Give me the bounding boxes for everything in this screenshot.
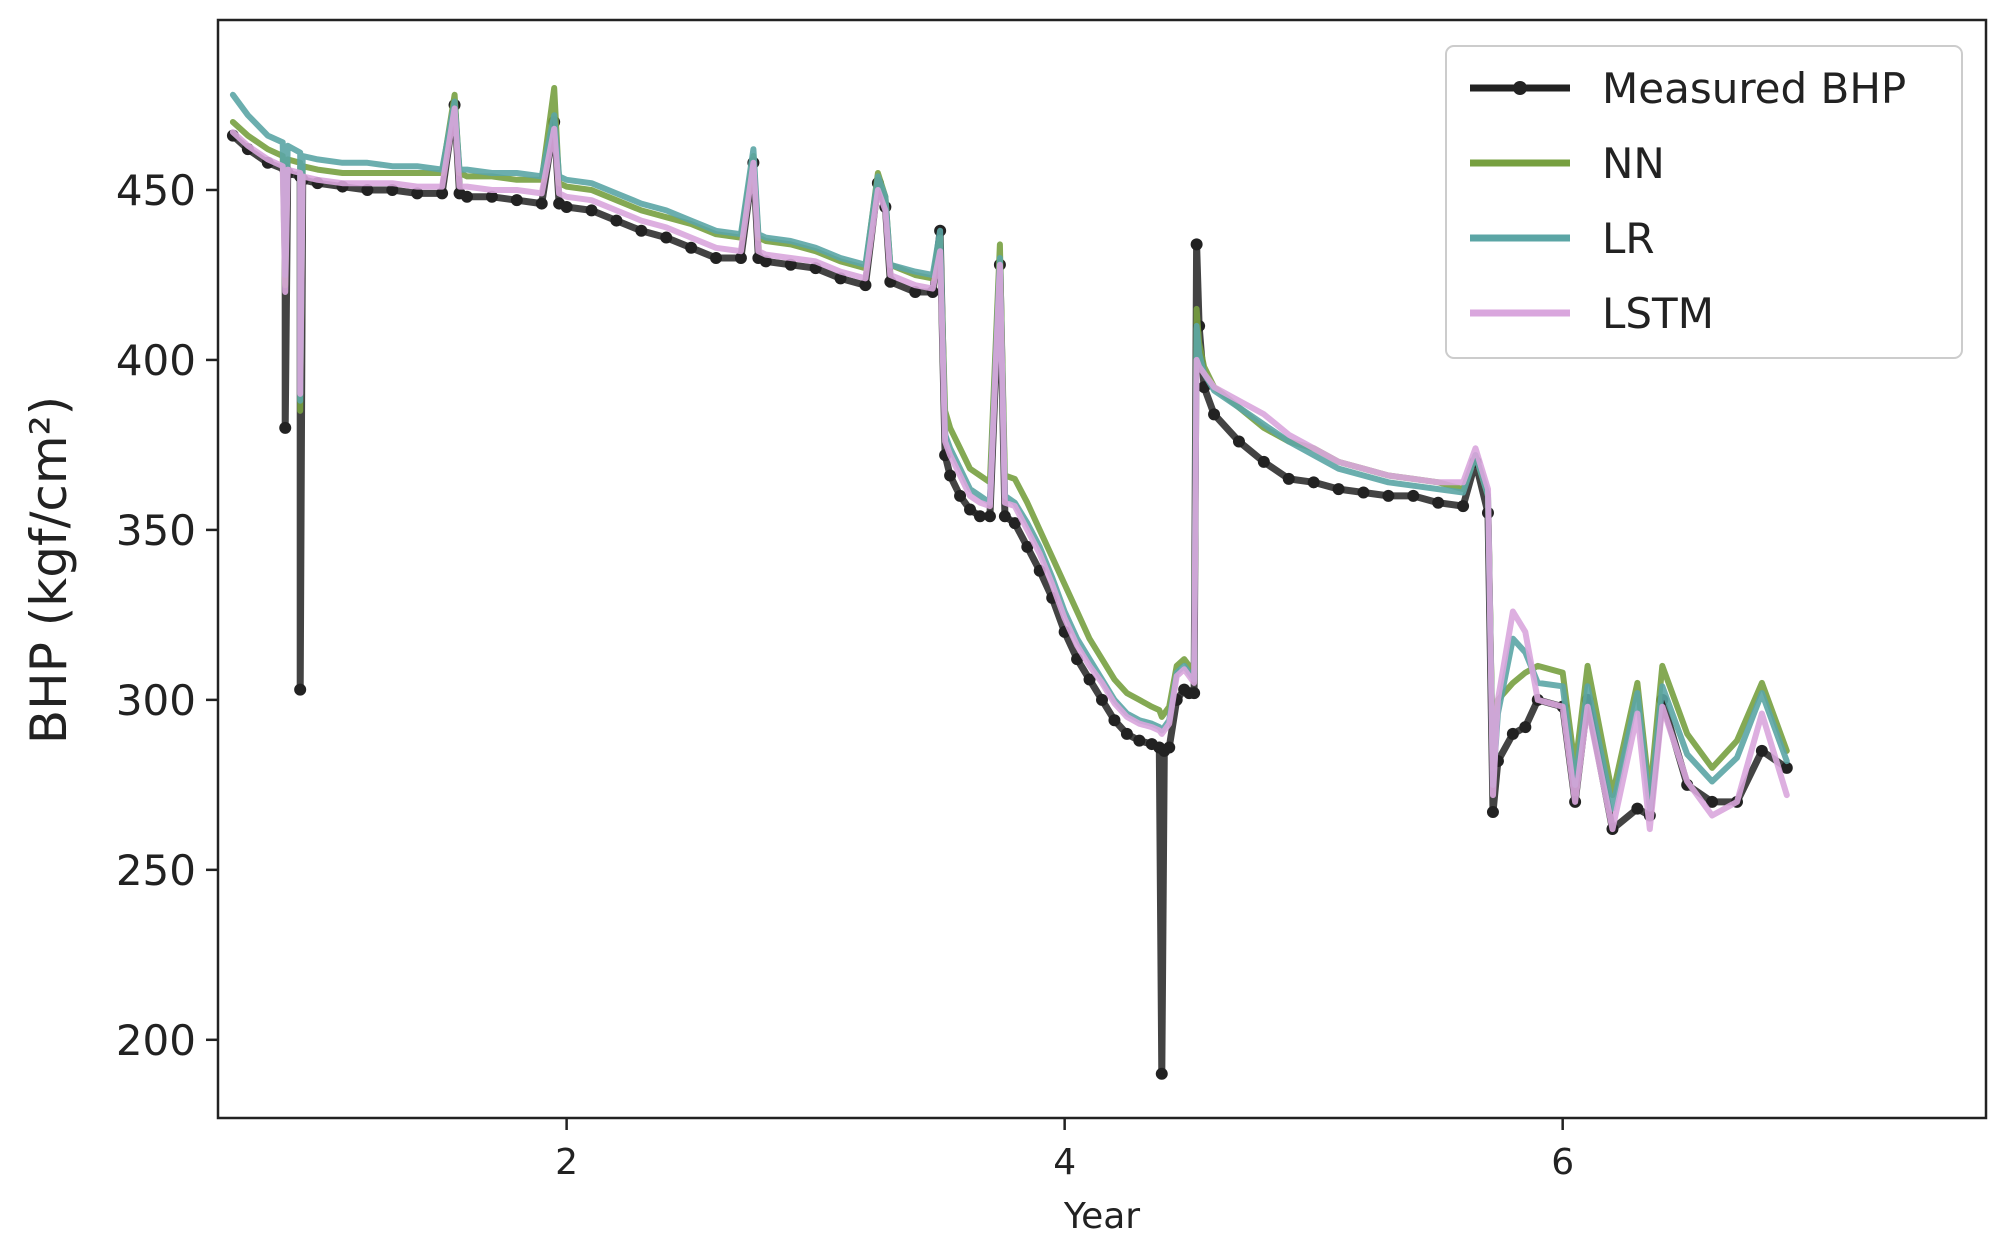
point-measured-bhp-65	[1155, 1067, 1168, 1080]
legend-box	[1445, 45, 1963, 359]
point-measured-bhp-20	[535, 197, 548, 210]
series-line-lstm	[229, 105, 1790, 833]
y-tick-label-350: 350	[116, 506, 196, 555]
legend-label-measured-bhp: Measured BHP	[1602, 64, 1906, 113]
point-measured-bhp-81	[1357, 486, 1370, 499]
legend-label-lstm: LSTM	[1602, 289, 1714, 338]
point-measured-bhp-29	[710, 251, 723, 264]
point-measured-bhp-46	[954, 489, 967, 502]
y-tick-label-200: 200	[116, 1016, 196, 1065]
point-measured-bhp-79	[1307, 476, 1320, 489]
point-measured-bhp-103	[1755, 744, 1768, 757]
point-measured-bhp-91	[1519, 721, 1532, 734]
point-measured-bhp-72	[1190, 238, 1203, 251]
point-measured-bhp-61	[1120, 727, 1133, 740]
point-measured-bhp-34	[784, 258, 797, 271]
point-measured-bhp-58	[1083, 673, 1096, 686]
point-measured-bhp-78	[1282, 472, 1295, 485]
point-measured-bhp-76	[1232, 435, 1245, 448]
y-tick-label-400: 400	[116, 336, 196, 385]
point-measured-bhp-23	[560, 200, 573, 213]
point-measured-bhp-90	[1506, 727, 1519, 740]
point-measured-bhp-97	[1631, 802, 1644, 815]
x-tick-label-6: 6	[1551, 1142, 1574, 1183]
legend-label-lr: LR	[1602, 214, 1655, 263]
point-measured-bhp-4	[279, 421, 292, 434]
x-axis-label: Year	[1063, 1196, 1140, 1237]
y-tick-label-250: 250	[116, 846, 196, 895]
point-measured-bhp-77	[1257, 455, 1270, 468]
point-measured-bhp-24	[585, 204, 598, 217]
point-measured-bhp-12	[386, 183, 399, 196]
x-tick-label-2: 2	[555, 1142, 578, 1183]
plot-frame	[216, 18, 1988, 1120]
point-measured-bhp-75	[1208, 408, 1221, 421]
point-measured-bhp-52	[1008, 517, 1021, 530]
legend-marker-measured-bhp	[1513, 81, 1527, 95]
point-measured-bhp-33	[759, 255, 772, 268]
point-measured-bhp-80	[1332, 483, 1345, 496]
point-measured-bhp-45	[944, 469, 957, 482]
legend-label-nn: NN	[1602, 139, 1665, 188]
y-axis-label: BHP (kgf/cm²)	[20, 396, 78, 744]
point-measured-bhp-37	[859, 279, 872, 292]
point-measured-bhp-60	[1108, 714, 1121, 727]
point-measured-bhp-13	[411, 187, 424, 200]
y-tick-label-450: 450	[116, 166, 196, 215]
point-measured-bhp-17	[461, 190, 474, 203]
point-measured-bhp-7	[294, 683, 307, 696]
point-measured-bhp-82	[1382, 489, 1395, 502]
point-measured-bhp-71	[1188, 687, 1201, 700]
point-measured-bhp-47	[964, 503, 977, 516]
legend: Measured BHP NN LR LSTM	[1445, 45, 1963, 359]
point-measured-bhp-41	[909, 285, 922, 298]
point-measured-bhp-62	[1133, 734, 1146, 747]
x-axis-ticks: 2 4 6	[555, 1118, 1574, 1183]
point-measured-bhp-53	[1021, 540, 1034, 553]
point-measured-bhp-19	[510, 194, 523, 207]
series-layer	[226, 85, 1793, 1080]
point-measured-bhp-85	[1457, 500, 1470, 513]
point-measured-bhp-67	[1163, 741, 1176, 754]
point-measured-bhp-83	[1407, 489, 1420, 502]
point-measured-bhp-51	[998, 510, 1011, 523]
y-tick-label-300: 300	[116, 676, 196, 725]
point-measured-bhp-28	[685, 241, 698, 254]
point-measured-bhp-30	[734, 251, 747, 264]
legend-items: Measured BHP NN LR LSTM	[1470, 64, 1906, 338]
point-measured-bhp-59	[1096, 693, 1108, 706]
point-measured-bhp-25	[610, 214, 623, 227]
y-axis-ticks: 200 250 300 350 400 450	[116, 166, 218, 1065]
point-measured-bhp-84	[1432, 496, 1445, 509]
point-measured-bhp-49	[983, 510, 996, 523]
point-measured-bhp-27	[660, 231, 673, 244]
point-measured-bhp-14	[436, 187, 449, 200]
point-measured-bhp-48	[973, 510, 986, 523]
x-tick-label-4: 4	[1053, 1142, 1076, 1183]
point-measured-bhp-26	[635, 224, 648, 237]
point-measured-bhp-104	[1780, 761, 1793, 774]
point-measured-bhp-88	[1486, 806, 1499, 819]
point-measured-bhp-18	[485, 190, 498, 203]
point-measured-bhp-11	[361, 183, 374, 196]
series-lstm	[229, 105, 1790, 833]
point-measured-bhp-101	[1706, 795, 1719, 808]
